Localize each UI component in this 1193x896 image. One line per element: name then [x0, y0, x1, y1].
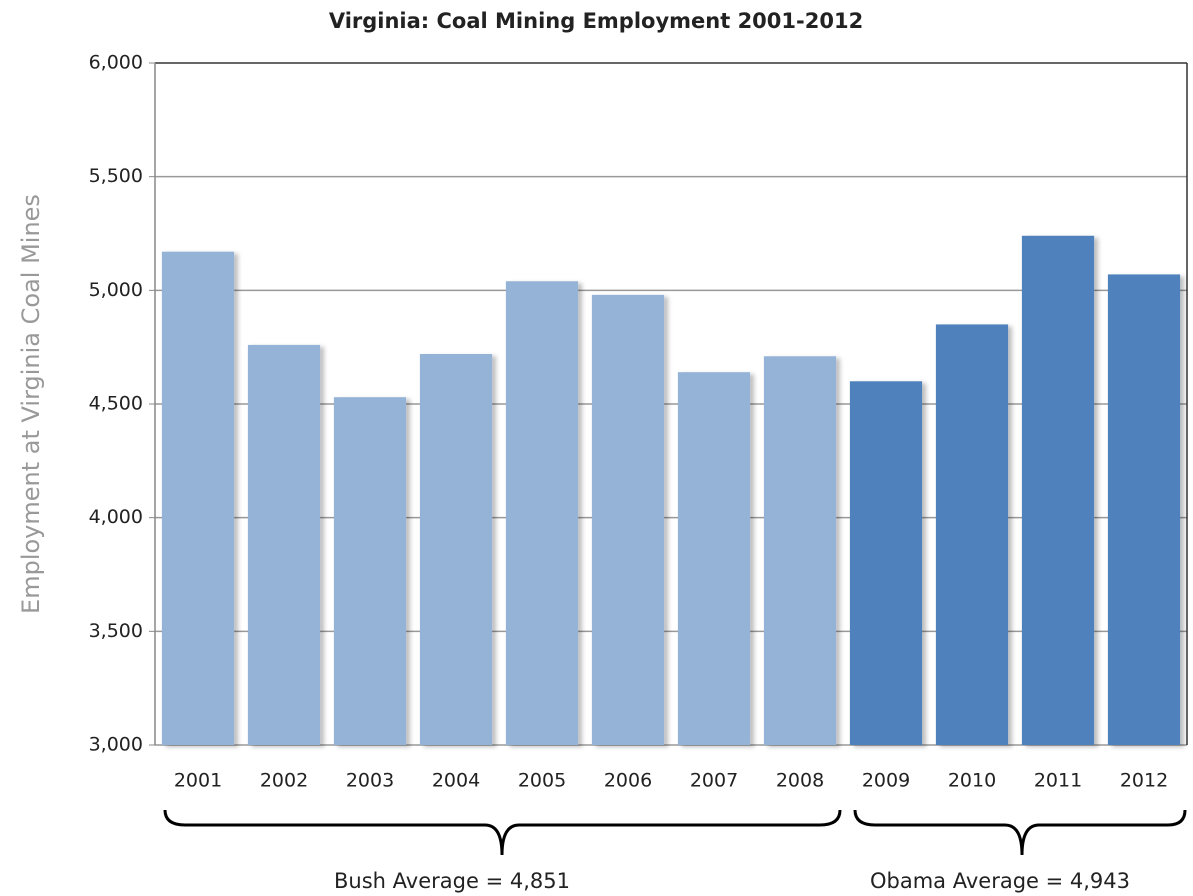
bar: [763, 356, 837, 745]
y-tick-label: 6,000: [89, 52, 143, 74]
bar: [849, 381, 923, 745]
x-tick-label: 2011: [1034, 770, 1082, 792]
y-tick-label: 5,500: [89, 165, 143, 187]
bar: [161, 251, 235, 746]
x-tick-label: 2002: [260, 770, 308, 792]
x-tick-label: 2003: [346, 770, 394, 792]
x-tick-label: 2005: [518, 770, 566, 792]
bar: [677, 372, 751, 745]
y-axis-label: Employment at Virginia Coal Mines: [17, 194, 45, 614]
y-tick-label: 5,000: [89, 279, 143, 301]
annotation: Bush Average = 4,851: [334, 869, 570, 893]
bar: [1107, 274, 1181, 745]
bar: [591, 294, 665, 745]
bar: [419, 353, 493, 745]
y-tick-label: 3,000: [89, 734, 143, 756]
x-tick-label: 2012: [1120, 770, 1168, 792]
x-tick-label: 2004: [432, 770, 480, 792]
chart-title: Virginia: Coal Mining Employment 2001-20…: [329, 9, 863, 33]
bar: [247, 344, 321, 745]
x-tick-label: 2006: [604, 770, 652, 792]
y-tick-label: 4,000: [89, 506, 143, 528]
x-tick-label: 2008: [776, 770, 824, 792]
bar: [505, 281, 579, 745]
y-tick-label: 4,500: [89, 393, 143, 415]
brace: [853, 809, 1187, 856]
annotation: Obama Average = 4,943: [870, 869, 1130, 893]
y-tick-label: 3,500: [89, 620, 143, 642]
bar: [333, 397, 407, 745]
brace: [163, 809, 842, 856]
bar: [1021, 235, 1095, 746]
x-tick-label: 2001: [174, 770, 222, 792]
x-tick-label: 2009: [862, 770, 910, 792]
x-tick-label: 2010: [948, 770, 996, 792]
bar: [935, 324, 1009, 745]
x-tick-label: 2007: [690, 770, 738, 792]
